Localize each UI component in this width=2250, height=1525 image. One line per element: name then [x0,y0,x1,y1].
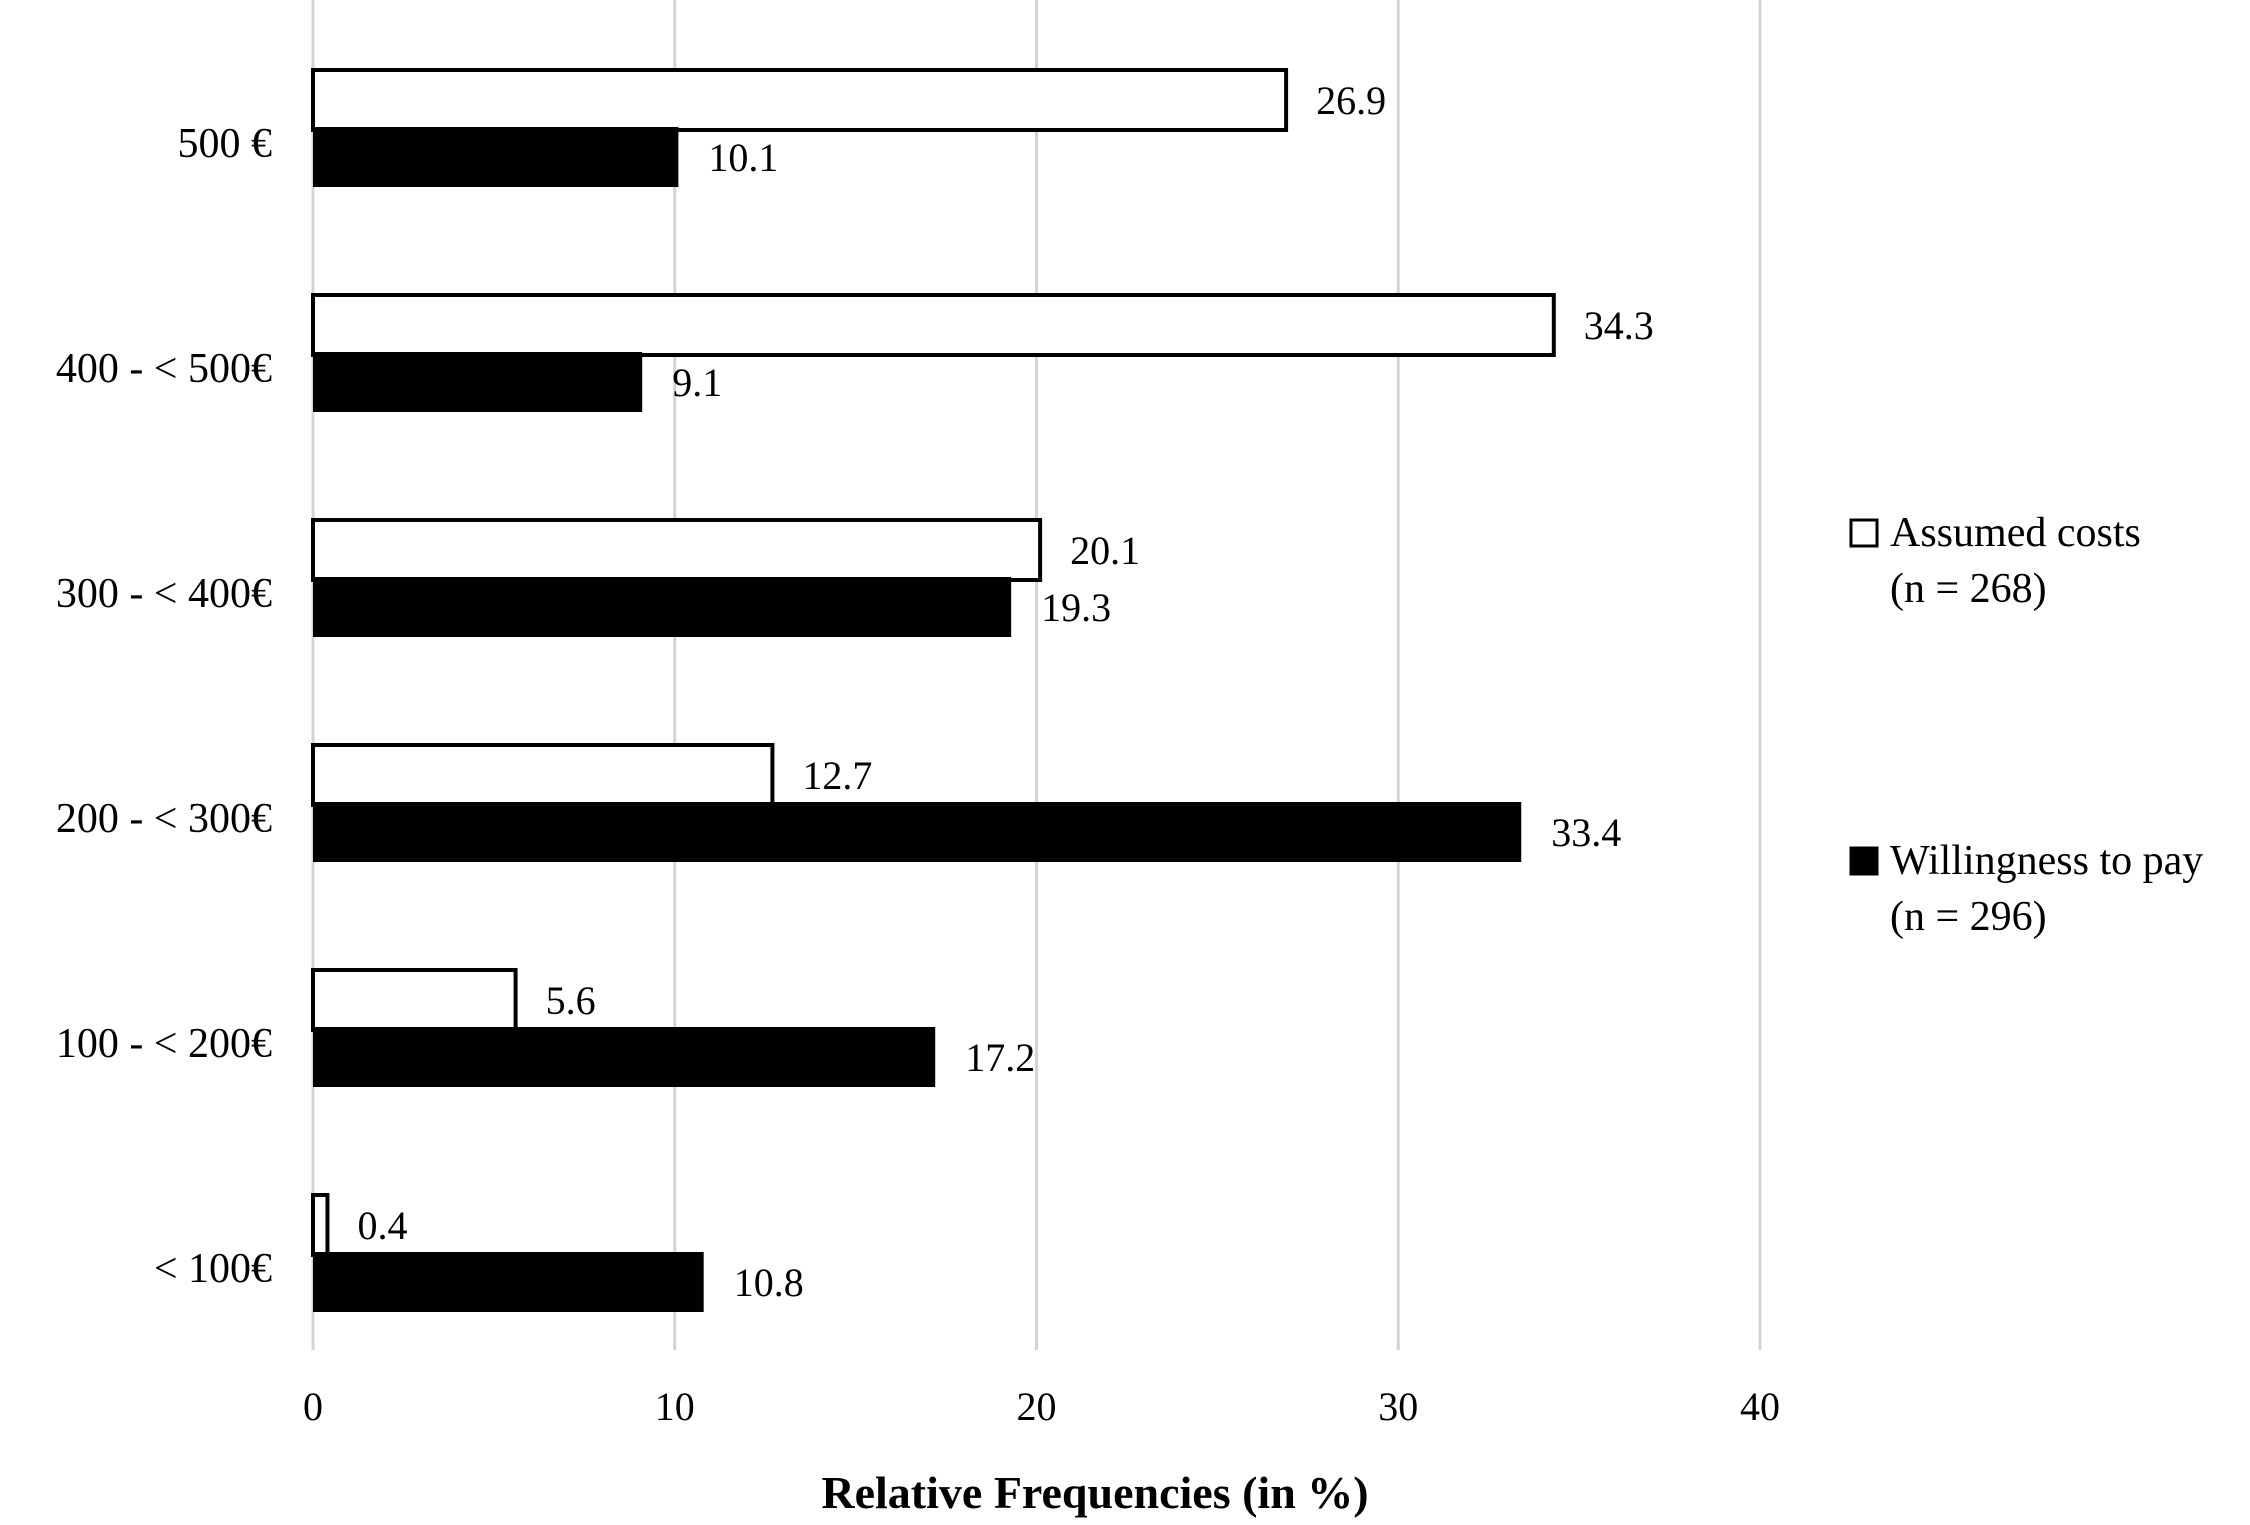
value-axis: 0 10 20 30 40 [303,1384,1780,1429]
category-label: 300 - < 400€ [56,571,272,617]
bar-assumed-costs [311,968,518,1032]
category-label: 100 - < 200€ [56,1021,272,1067]
legend-swatch-willingness-to-pay [1849,846,1879,876]
bar-assumed-costs [311,1193,330,1257]
x-tick-label: 0 [303,1384,323,1429]
data-label: 12.7 [802,753,872,798]
data-label: 10.1 [708,135,778,180]
data-label: 33.4 [1551,810,1621,855]
data-label: 26.9 [1316,78,1386,123]
bar-willingness-to-pay [313,577,1012,637]
category-label: 400 - < 500€ [56,346,272,392]
bar-willingness-to-pay [313,1252,704,1312]
bar-assumed-costs [311,293,1556,357]
bar-willingness-to-pay [313,127,679,187]
x-tick-label: 10 [655,1384,695,1429]
data-label: 5.6 [546,978,596,1023]
x-tick-label: 20 [1017,1384,1057,1429]
data-label: 0.4 [357,1203,407,1248]
legend-label: (n = 268) [1890,566,2047,612]
bar-assumed-costs [311,518,1043,582]
gridlines [311,0,1762,1350]
category-label: 200 - < 300€ [56,796,272,842]
data-label: 19.3 [1041,585,1111,630]
data-labels: 26.9 10.1 34.3 9.1 20.1 19.3 12.7 33.4 5.6 17.2 0.… [357,78,1653,1305]
bars [311,68,1556,1312]
bar-willingness-to-pay [313,352,643,412]
data-label: 20.1 [1070,528,1140,573]
x-tick-label: 40 [1740,1384,1780,1429]
legend-label: (n = 296) [1890,894,2047,940]
legend: Assumed costs (n = 268) Willingness to pay… [1849,510,2203,940]
bar-willingness-to-pay [313,802,1522,862]
x-axis-label: Relative Frequencies (in %) [821,1467,1368,1518]
data-label: 9.1 [672,360,722,405]
legend-label: Willingness to pay [1890,838,2203,884]
data-label: 10.8 [734,1260,804,1305]
bar-willingness-to-pay [313,1027,936,1087]
x-tick-label: 30 [1378,1384,1418,1429]
bar-assumed-costs [311,68,1289,132]
category-label: 500 € [178,121,273,167]
data-label: 17.2 [965,1035,1035,1080]
data-label: 34.3 [1584,303,1654,348]
bar-assumed-costs [311,743,775,807]
category-axis: 500 € 400 - < 500€ 300 - < 400€ 200 - < 300… [56,121,272,1292]
legend-label: Assumed costs [1890,510,2141,556]
legend-swatch-assumed-costs [1849,518,1879,548]
category-label: < 100€ [154,1246,272,1292]
